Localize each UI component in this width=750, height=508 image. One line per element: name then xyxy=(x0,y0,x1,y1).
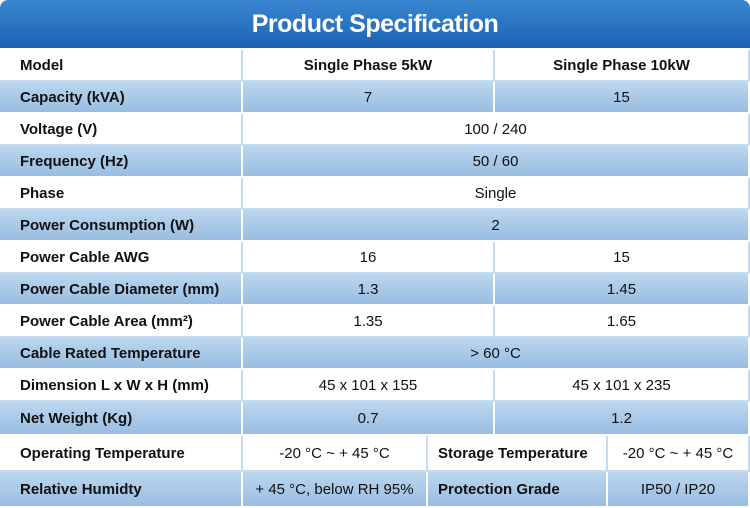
cell-value: + 45 °C, below RH 95% xyxy=(243,472,428,508)
cell-value: 15 xyxy=(495,242,750,274)
cell-value: IP50 / IP20 xyxy=(608,472,750,508)
row-label: Capacity (kVA) xyxy=(0,82,243,114)
cell-value: 1.2 xyxy=(495,402,750,436)
cell-value: 1.3 xyxy=(243,274,495,306)
row-label: Net Weight (Kg) xyxy=(0,402,243,436)
row-label: Power Consumption (W) xyxy=(0,210,243,242)
cell-value: 100 / 240 xyxy=(243,114,750,146)
row-label: Power Cable Area (mm²) xyxy=(0,306,243,338)
row-label: Power Cable AWG xyxy=(0,242,243,274)
row-label: Frequency (Hz) xyxy=(0,146,243,178)
row-label: Protection Grade xyxy=(428,472,608,508)
cell-value: 45 x 101 x 155 xyxy=(243,370,495,402)
cell-value: 0.7 xyxy=(243,402,495,436)
cell-value: 2 xyxy=(243,210,750,242)
cell-value: -20 °C ~ + 45 °C xyxy=(243,436,428,472)
cell-value: 45 x 101 x 235 xyxy=(495,370,750,402)
cell-value: 50 / 60 xyxy=(243,146,750,178)
cell-value: 1.35 xyxy=(243,306,495,338)
column-header: Single Phase 10kW xyxy=(495,50,750,82)
row-label: Dimension L x W x H (mm) xyxy=(0,370,243,402)
row-label: Phase xyxy=(0,178,243,210)
row-label: Operating Temperature xyxy=(0,436,243,472)
row-label: Cable Rated Temperature xyxy=(0,338,243,370)
cell-value: 1.45 xyxy=(495,274,750,306)
cell-value: > 60 °C xyxy=(243,338,750,370)
cell-value: Single xyxy=(243,178,750,210)
row-label: Model xyxy=(0,50,243,82)
cell-value: 16 xyxy=(243,242,495,274)
row-label: Storage Temperature xyxy=(428,436,608,472)
cell-value: 1.65 xyxy=(495,306,750,338)
column-header: Single Phase 5kW xyxy=(243,50,495,82)
row-label: Voltage (V) xyxy=(0,114,243,146)
cell-value: -20 °C ~ + 45 °C xyxy=(608,436,750,472)
cell-value: 7 xyxy=(243,82,495,114)
row-label: Relative Humidty xyxy=(0,472,243,508)
cell-value: 15 xyxy=(495,82,750,114)
row-label: Power Cable Diameter (mm) xyxy=(0,274,243,306)
table-title: Product Specification xyxy=(0,0,750,48)
